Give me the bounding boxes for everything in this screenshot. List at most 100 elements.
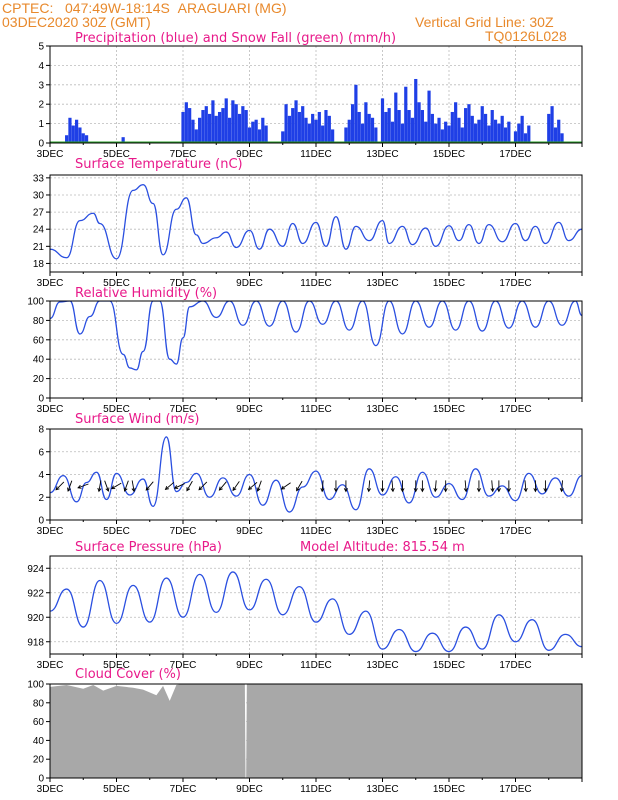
panel-0: Precipitation (blue) and Snow Fall (gree… — [37, 31, 583, 160]
x-tick-label: 17DEC — [499, 404, 531, 415]
precip-bar — [467, 104, 471, 143]
precip-bar — [434, 123, 438, 143]
precip-bar — [204, 106, 208, 143]
x-tick-label: 13DEC — [366, 660, 398, 671]
precip-bar — [247, 127, 252, 143]
panel-title: Surface Wind (m/s) — [75, 412, 199, 427]
wind-arrow — [218, 481, 227, 491]
panel-title: Surface Pressure (hPa) — [75, 540, 222, 555]
x-tick-label: 17DEC — [499, 149, 531, 160]
x-tick-label: 3DEC — [37, 404, 64, 415]
x-tick-label: 5DEC — [103, 784, 130, 795]
precip-bar — [387, 108, 391, 143]
x-tick-label: 7DEC — [170, 149, 197, 160]
x-tick-label: 7DEC — [170, 660, 197, 671]
precip-bar — [404, 86, 408, 143]
wind-arrow-shaft — [186, 480, 193, 491]
wind-arrow — [232, 481, 240, 492]
precip-bar — [294, 100, 298, 143]
wind-arrow — [490, 480, 495, 493]
wind-arrow-head — [380, 488, 385, 493]
precip-bar — [324, 110, 328, 143]
y-tick-label: 20 — [33, 374, 45, 385]
x-tick-label: 17DEC — [499, 526, 531, 537]
precip-bar — [447, 125, 451, 143]
precip-bar — [311, 113, 315, 143]
panel-3: Surface Wind (m/s) 0 2 4 6 8 3DEC 5DEC 7DEC 9DEC 1… — [37, 412, 583, 537]
wind-arrow-head — [420, 488, 425, 493]
wind-arrow — [280, 482, 291, 490]
precip-bar — [550, 106, 554, 143]
model-altitude-label: Model Altitude: 815.54 m — [300, 540, 465, 555]
wind-arrow-head — [343, 488, 348, 493]
precip-bar — [65, 135, 69, 143]
x-tick-label: 5DEC — [103, 660, 130, 671]
wind-arrow-shaft — [248, 481, 258, 490]
precip-bar — [430, 113, 434, 143]
location-label: ARAGUARI (MG) — [177, 0, 287, 16]
wind-arrow-head — [333, 488, 339, 493]
precip-bar — [360, 123, 365, 143]
wind-arrow-head — [433, 487, 438, 493]
wind-arrow-shaft — [77, 483, 89, 489]
wind-arrow — [110, 482, 122, 490]
x-tick-label: 3DEC — [37, 278, 64, 289]
wind-arrow-head — [77, 484, 82, 489]
wind-arrow-head — [533, 488, 538, 493]
wind-arrow — [145, 481, 154, 491]
wind-arrow-head — [256, 487, 261, 492]
precip-bar — [444, 121, 448, 143]
series-line — [50, 571, 582, 653]
precip-bar — [297, 111, 301, 143]
precip-bar — [237, 113, 242, 143]
y-tick-label: 918 — [27, 637, 44, 648]
wind-arrow-head — [232, 486, 237, 492]
y-tick-label: 0 — [38, 774, 44, 785]
y-tick-label: 924 — [27, 564, 44, 575]
y-tick-label: 20 — [33, 755, 45, 766]
precip-bar — [234, 104, 238, 143]
cloud-cover-area — [50, 684, 582, 778]
wind-arrow-head — [320, 487, 325, 493]
x-tick-label: 15DEC — [433, 784, 465, 795]
precip-bar — [364, 102, 368, 143]
precip-bar — [450, 111, 454, 143]
precip-bar — [507, 121, 511, 143]
precip-bar — [314, 119, 318, 143]
precip-bar — [181, 111, 185, 143]
x-tick-label: 7DEC — [170, 784, 197, 795]
y-tick-label: 2 — [38, 493, 44, 504]
x-tick-label: 17DEC — [499, 660, 531, 671]
wind-arrow-head — [463, 487, 468, 493]
precip-bar — [344, 127, 348, 143]
wind-arrow — [131, 480, 136, 493]
precip-bar — [191, 119, 195, 143]
precip-bar — [490, 110, 494, 143]
precip-bar — [184, 102, 188, 143]
series-line — [50, 436, 582, 513]
series-line — [50, 184, 582, 260]
precip-bar — [500, 115, 504, 143]
y-tick-label: 100 — [27, 297, 44, 308]
wind-arrow — [55, 481, 65, 491]
precip-bar — [394, 92, 398, 143]
wind-arrow — [543, 480, 548, 493]
wind-arrow-head — [247, 485, 253, 491]
wind-arrow-shaft — [67, 480, 73, 492]
precip-bar — [224, 98, 228, 143]
precip-bar — [420, 110, 424, 143]
precip-bar — [71, 125, 75, 143]
x-tick-label: 9DEC — [236, 526, 263, 537]
x-tick-label: 13DEC — [366, 404, 398, 415]
panel-2: Relative Humidity (%) 0 20 40 60 80 100 3DEC 5DE… — [27, 286, 583, 415]
wind-arrow-head — [413, 488, 418, 493]
precip-bar — [370, 117, 375, 143]
y-tick-label: 0 — [38, 394, 44, 405]
x-tick-label: 11DEC — [300, 404, 332, 415]
precip-bar — [497, 123, 501, 143]
precip-bar — [188, 108, 192, 143]
wind-arrow — [476, 480, 481, 493]
precip-bar — [350, 104, 355, 143]
precip-bar — [560, 133, 564, 143]
